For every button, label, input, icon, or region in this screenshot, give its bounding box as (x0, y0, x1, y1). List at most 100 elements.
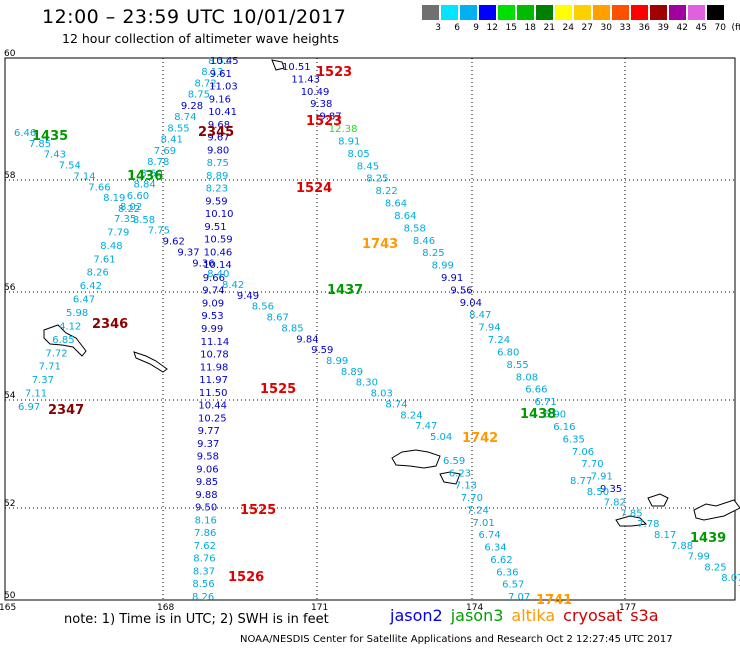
pass-time-label: 1743 (362, 237, 398, 252)
island-shape (693, 499, 740, 521)
wave-height-value: 7.37 (32, 375, 54, 386)
wave-height-value: 8.55 (167, 123, 189, 134)
wave-height-value: 8.45 (357, 161, 379, 172)
wave-height-value: 8.30 (356, 378, 378, 389)
wave-height-value: 8.25 (366, 174, 388, 185)
wave-height-value: 10.14 (203, 260, 232, 271)
wave-height-value: 8.91 (338, 137, 360, 148)
wave-height-value: 9.80 (207, 145, 229, 156)
lat-tick-label: 56 (4, 283, 16, 293)
wave-height-value: 6.35 (563, 434, 585, 445)
wave-height-value: 9.50 (195, 503, 217, 514)
wave-height-value: 6.80 (497, 348, 519, 359)
legend-s3a: s3a (630, 606, 659, 625)
wave-height-value: 8.08 (516, 372, 538, 383)
wave-height-value: 8.74 (385, 399, 407, 410)
wave-height-value: 12.38 (329, 124, 358, 135)
wave-height-value: 8.48 (100, 241, 122, 252)
wave-height-value: 9.16 (209, 94, 231, 105)
scale-label: 70 (714, 23, 726, 33)
wave-height-value: 8.74 (174, 112, 196, 123)
wave-height-value: 5.04 (430, 432, 452, 443)
scale-label: 15 (505, 23, 517, 33)
wave-height-value: 10.46 (204, 247, 233, 258)
island-shape (391, 449, 441, 469)
lat-tick-label: 60 (4, 49, 16, 59)
scale-swatch (498, 5, 516, 20)
wave-height-value: 7.70 (461, 493, 483, 504)
wave-height-value: 8.25 (704, 562, 726, 573)
scale-label: (ft) (731, 23, 740, 33)
wave-height-value: 9.53 (201, 311, 223, 322)
scale-swatch (536, 5, 554, 20)
wave-height-value: 7.01 (473, 518, 495, 529)
wave-height-value: 9.61 (210, 69, 232, 80)
scale-swatch (612, 5, 630, 20)
pass-time-label: 1437 (327, 283, 363, 298)
wave-height-value: 6.57 (502, 580, 524, 591)
wave-height-value: 6.66 (525, 385, 547, 396)
scale-swatch (650, 5, 668, 20)
lat-tick-label: 50 (4, 591, 16, 601)
wave-height-value: 8.13 (201, 67, 223, 78)
wave-height-value: 8.64 (385, 199, 407, 210)
island-shape (271, 59, 285, 71)
lat-tick-label: 52 (4, 499, 15, 509)
wave-height-value: 6.59 (443, 456, 465, 467)
wave-height-value: 10.25 (198, 413, 227, 424)
wave-height-value: 9.51 (204, 222, 226, 233)
wave-height-value: 8.89 (206, 171, 228, 182)
island-shape (439, 471, 461, 485)
wave-height-value: 7.06 (572, 447, 594, 458)
lon-tick-label: 174 (466, 603, 483, 613)
wave-height-value: 9.62 (163, 237, 185, 248)
wave-height-value: 8.25 (422, 248, 444, 259)
wave-height-value: 7.35 (114, 214, 136, 225)
scale-label: 45 (695, 23, 707, 33)
wave-height-value: 8.85 (281, 323, 303, 334)
wave-height-value: 7.13 (455, 481, 477, 492)
wave-height-value: 8.47 (469, 310, 491, 321)
wave-height-value: 7.71 (39, 362, 61, 373)
lon-tick-label: 171 (311, 603, 328, 613)
pass-time-label: 1523 (306, 114, 342, 129)
wave-height-value: 9.58 (197, 452, 219, 463)
wave-height-value: 8.58 (133, 215, 155, 226)
wave-height-value: 8.55 (507, 360, 529, 371)
wave-height-value: 9.66 (203, 273, 225, 284)
wave-height-value: 9.28 (181, 101, 203, 112)
wave-height-value: 8.23 (206, 184, 228, 195)
wave-height-value: 9.74 (202, 286, 224, 297)
pass-time-label: 1525 (240, 503, 276, 518)
wave-height-value: 9.88 (195, 490, 217, 501)
wave-height-value: 6.34 (484, 543, 506, 554)
lat-tick-label: 54 (4, 391, 16, 401)
wave-height-value: 9.06 (196, 464, 218, 475)
wave-height-value: 7.61 (93, 254, 115, 265)
wave-height-value: 8.40 (207, 269, 229, 280)
wave-height-value: 7.24 (488, 335, 510, 346)
island-shape (615, 515, 648, 527)
wave-height-value: 7.07 (508, 592, 530, 603)
scale-swatch (555, 5, 573, 20)
wave-height-value: 8.17 (654, 530, 676, 541)
wave-height-value: 8.99 (432, 261, 454, 272)
scale-label: 9 (473, 23, 479, 33)
pass-time-label: 1439 (690, 531, 726, 546)
wave-height-value: 5.98 (66, 308, 88, 319)
lon-tick-label: 165 (0, 603, 16, 613)
land-masses (43, 59, 740, 527)
wave-height-value: 8.42 (222, 280, 244, 291)
pass-time-label: 1438 (520, 407, 556, 422)
wave-height-value: 9.68 (208, 120, 230, 131)
wave-height-value: 6.16 (553, 422, 575, 433)
satellite-legend: jason2 jason3 altika cryosat s3a (390, 606, 667, 625)
wave-height-value: 11.14 (201, 337, 230, 348)
wave-height-value: 10.49 (301, 87, 330, 98)
legend-jason3: jason3 (450, 606, 504, 625)
scale-label: 36 (638, 23, 650, 33)
wave-height-value: 9.38 (310, 99, 332, 110)
wave-height-value: 8.77 (570, 476, 592, 487)
scale-swatch (441, 5, 459, 20)
scale-swatch (517, 5, 535, 20)
